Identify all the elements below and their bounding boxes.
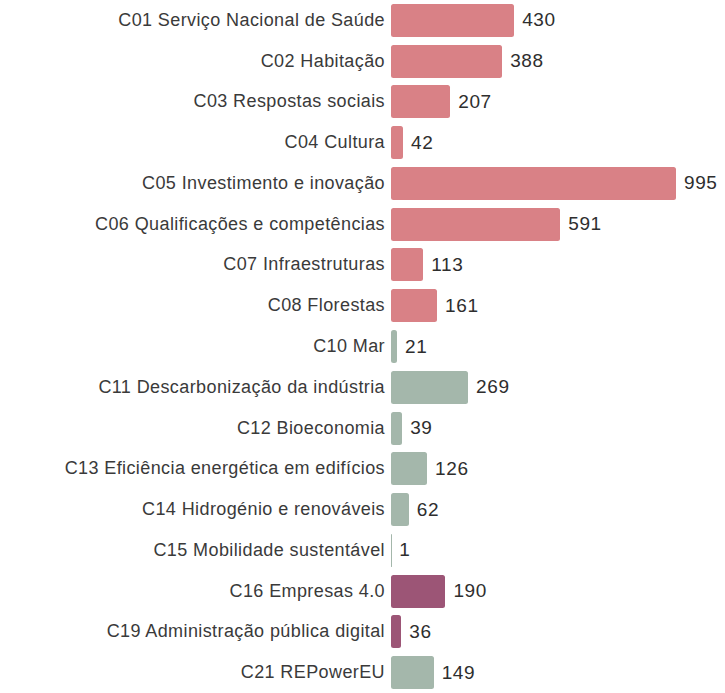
chart-row: C06 Qualificações e competências 591 bbox=[0, 204, 725, 245]
value-label: 591 bbox=[568, 213, 602, 235]
chart-row: C01 Serviço Nacional de Saúde 430 bbox=[0, 0, 725, 41]
bar-area: 126 bbox=[385, 448, 725, 489]
bar-area: 269 bbox=[385, 367, 725, 408]
value-label: 190 bbox=[453, 580, 487, 602]
value-label: 1 bbox=[399, 539, 410, 561]
chart-row: C14 Hidrogénio e renováveis 62 bbox=[0, 489, 725, 530]
category-label: C16 Empresas 4.0 bbox=[0, 581, 385, 602]
value-label: 113 bbox=[431, 254, 463, 276]
bar-area: 388 bbox=[385, 41, 725, 82]
value-label: 269 bbox=[476, 376, 510, 398]
bar-area: 42 bbox=[385, 122, 725, 163]
bar bbox=[391, 452, 427, 485]
bar bbox=[391, 493, 409, 526]
bar-area: 149 bbox=[385, 652, 725, 693]
bar bbox=[391, 656, 434, 689]
category-label: C13 Eficiência energética em edifícios bbox=[0, 458, 385, 479]
chart-row: C05 Investimento e inovação 995 bbox=[0, 163, 725, 204]
chart-row: C11 Descarbonização da indústria 269 bbox=[0, 367, 725, 408]
bar-area: 190 bbox=[385, 571, 725, 612]
category-label: C01 Serviço Nacional de Saúde bbox=[0, 10, 385, 31]
bar bbox=[391, 289, 437, 322]
category-label: C02 Habitação bbox=[0, 51, 385, 72]
category-label: C04 Cultura bbox=[0, 132, 385, 153]
bar-area: 21 bbox=[385, 326, 725, 367]
chart-row: C15 Mobilidade sustentável 1 bbox=[0, 530, 725, 571]
bar bbox=[391, 248, 423, 281]
value-label: 149 bbox=[442, 662, 476, 684]
bar-area: 62 bbox=[385, 489, 725, 530]
chart-rows-container: C01 Serviço Nacional de Saúde 430 C02 Habi… bbox=[0, 0, 725, 693]
bar bbox=[391, 412, 402, 445]
bar-area: 161 bbox=[385, 285, 725, 326]
value-label: 995 bbox=[684, 172, 718, 194]
value-label: 207 bbox=[458, 91, 492, 113]
category-label: C10 Mar bbox=[0, 336, 385, 357]
bar-area: 1 bbox=[385, 530, 725, 571]
value-label: 62 bbox=[417, 499, 439, 521]
chart-row: C13 Eficiência energética em edifícios 12… bbox=[0, 448, 725, 489]
bar-area: 36 bbox=[385, 611, 725, 652]
bar-area: 591 bbox=[385, 204, 725, 245]
chart-row: C21 REPowerEU 149 bbox=[0, 652, 725, 693]
bar-area: 430 bbox=[385, 0, 725, 41]
bar bbox=[391, 615, 401, 648]
category-label: C07 Infraestruturas bbox=[0, 254, 385, 275]
bar bbox=[391, 371, 468, 404]
category-label: C06 Qualificações e competências bbox=[0, 214, 385, 235]
value-label: 161 bbox=[445, 295, 479, 317]
value-label: 430 bbox=[522, 9, 556, 31]
chart-row: C07 Infraestruturas 113 bbox=[0, 245, 725, 286]
chart-row: C10 Mar 21 bbox=[0, 326, 725, 367]
bar-area: 207 bbox=[385, 82, 725, 123]
category-label: C12 Bioeconomia bbox=[0, 418, 385, 439]
bar bbox=[391, 126, 403, 159]
value-label: 126 bbox=[435, 458, 469, 480]
category-label: C19 Administração pública digital bbox=[0, 621, 385, 642]
chart-row: C02 Habitação 388 bbox=[0, 41, 725, 82]
bar bbox=[391, 4, 514, 37]
value-label: 39 bbox=[410, 417, 432, 439]
chart-row: C19 Administração pública digital 36 bbox=[0, 611, 725, 652]
bar bbox=[391, 45, 502, 78]
chart-row: C08 Florestas 161 bbox=[0, 285, 725, 326]
category-label: C11 Descarbonização da indústria bbox=[0, 377, 385, 398]
bar bbox=[391, 330, 397, 363]
bar-area: 995 bbox=[385, 163, 725, 204]
value-label: 36 bbox=[409, 621, 431, 643]
category-label: C14 Hidrogénio e renováveis bbox=[0, 499, 385, 520]
bar bbox=[391, 167, 676, 200]
bar-area: 39 bbox=[385, 408, 725, 449]
chart-row: C04 Cultura 42 bbox=[0, 122, 725, 163]
chart-row: C12 Bioeconomia 39 bbox=[0, 408, 725, 449]
chart-row: C03 Respostas sociais 207 bbox=[0, 82, 725, 123]
bar bbox=[391, 85, 450, 118]
category-label: C21 REPowerEU bbox=[0, 662, 385, 683]
value-label: 42 bbox=[411, 132, 433, 154]
bar bbox=[391, 575, 445, 608]
chart-row: C16 Empresas 4.0 190 bbox=[0, 571, 725, 612]
category-label: C03 Respostas sociais bbox=[0, 91, 385, 112]
value-label: 21 bbox=[405, 336, 427, 358]
value-label: 388 bbox=[510, 50, 544, 72]
category-label: C05 Investimento e inovação bbox=[0, 173, 385, 194]
bar bbox=[391, 208, 560, 241]
bar-area: 113 bbox=[385, 245, 725, 286]
bar-chart: C01 Serviço Nacional de Saúde 430 C02 Habi… bbox=[0, 0, 725, 693]
category-label: C15 Mobilidade sustentável bbox=[0, 540, 385, 561]
category-label: C08 Florestas bbox=[0, 295, 385, 316]
